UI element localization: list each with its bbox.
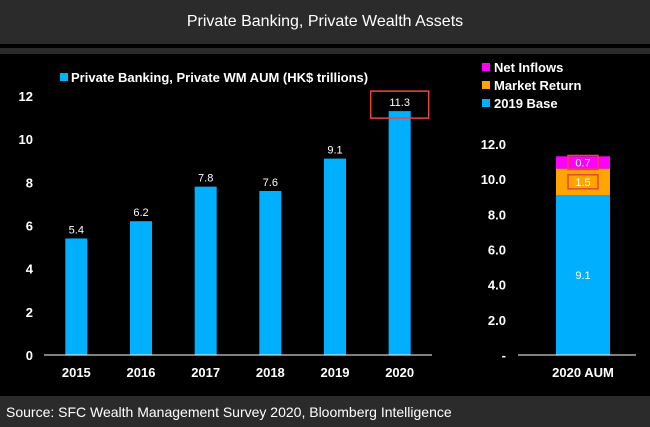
right-legend-swatch [482,99,490,107]
right-y-tick-label: 4.0 [488,278,506,293]
left-x-tick-label: 2020 [385,365,414,380]
left-bar [130,221,152,355]
left-y-tick-label: 6 [26,219,33,234]
left-y-tick-label: 4 [26,262,34,277]
left-x-tick-label: 2016 [127,365,156,380]
left-bar [65,238,88,355]
left-bar [324,158,346,355]
left-bar-value-label: 5.4 [69,224,84,236]
segment-highlight-box [567,154,599,171]
right-y-tick-label: 10.0 [481,172,506,187]
left-bar-value-label: 9.1 [327,145,342,157]
right-legend-label: 2019 Base [494,96,558,111]
stacked-segment-label: 9.1 [575,270,590,282]
right-legend-label: Market Return [494,78,581,93]
left-bar [259,190,282,355]
left-legend-swatch [60,73,68,81]
left-bar [388,111,411,355]
left-x-tick-label: 2018 [256,365,285,380]
right-y-tick-label: 8.0 [488,207,506,222]
highlight-box [369,90,430,119]
stacked-segment [556,156,610,169]
left-bar-value-label: 7.6 [263,177,278,189]
left-bar [194,186,217,355]
left-y-tick-label: 12 [19,89,33,104]
left-x-tick-label: 2015 [62,365,91,380]
source-note: Source: SFC Wealth Management Survey 202… [0,396,650,427]
right-y-tick-label: 12.0 [481,137,506,152]
left-bar-value-label: 11.3 [389,97,410,109]
left-y-tick-label: 8 [26,175,33,190]
left-y-tick-label: 10 [19,132,33,147]
left-bar-value-label: 7.8 [198,173,213,185]
stacked-segment [556,168,610,195]
left-y-tick-label: 2 [26,305,33,320]
title-divider [0,48,650,54]
stacked-segment-label: 0.7 [575,157,590,169]
left-x-tick-label: 2019 [321,365,350,380]
segment-highlight-box [567,174,599,190]
right-y-tick-label: 2.0 [488,313,506,328]
right-legend-swatch [482,63,490,71]
left-legend-label: Private Banking, Private WM AUM (HK$ tri… [71,70,368,85]
right-legend-label: Net Inflows [494,60,563,75]
right-x-tick-label: 2020 AUM [552,365,614,380]
left-chart: 0 2 4 6 8 10 12 Private Banking, Private WM AUM… [19,70,432,380]
right-y-tick-label: - [502,348,506,363]
right-chart: Net Inflows Market Return 2019 Base - 2.0 4.0… [481,60,636,380]
left-y-tick-label: 0 [26,348,33,363]
right-legend-swatch [482,81,490,89]
stacked-segment-label: 1.5 [575,177,590,189]
left-bar-value-label: 6.2 [133,207,148,219]
stacked-segment [556,194,610,355]
left-x-tick-label: 2017 [191,365,220,380]
right-y-tick-label: 6.0 [488,243,506,258]
chart-title: Private Banking, Private Wealth Assets [0,0,650,44]
